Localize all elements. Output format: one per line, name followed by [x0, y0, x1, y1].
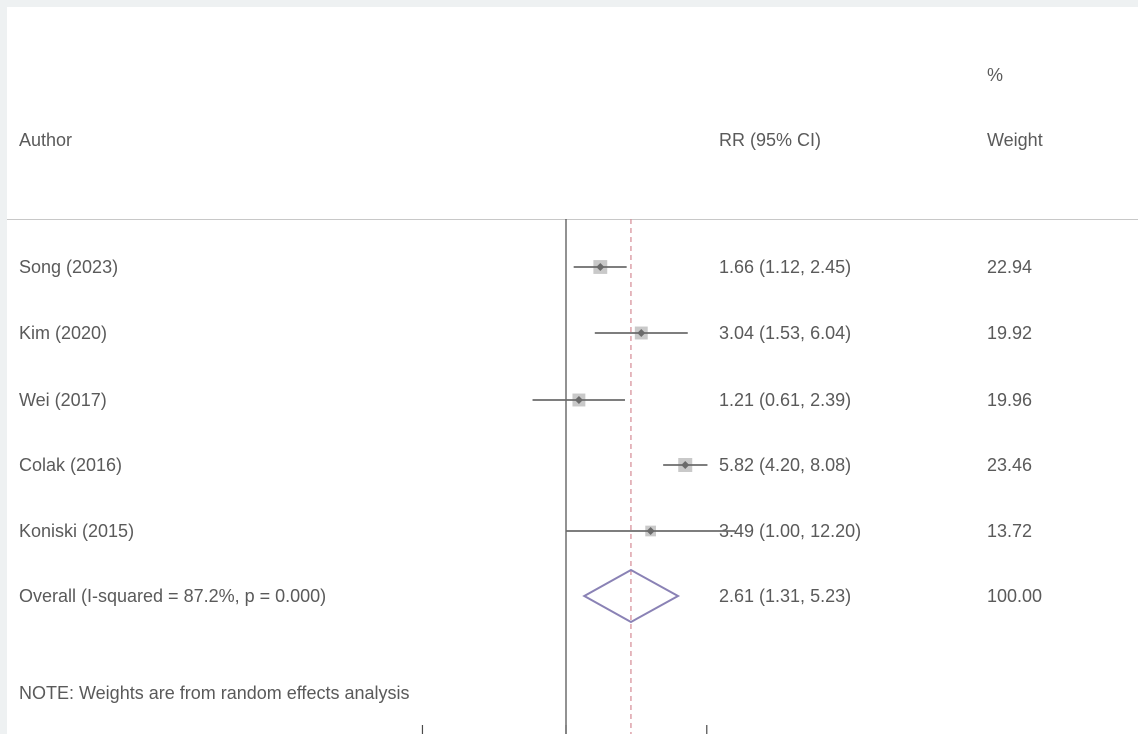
forest-plot-graphic: [421, 219, 736, 734]
forest-plot: Author RR (95% CI) % Weight Song (2023) 1…: [7, 7, 1138, 734]
study-weight: 22.94: [987, 257, 1033, 277]
study-rr-ci: 3.04 (1.53, 6.04): [719, 323, 852, 343]
study-rr-ci: 1.21 (0.61, 2.39): [719, 390, 852, 410]
study-author: Kim (2020): [19, 323, 108, 343]
study-weight: 13.72: [987, 521, 1033, 541]
point-estimate: [574, 396, 583, 404]
overall-diamond: [582, 568, 681, 624]
study-author: Song (2023): [19, 257, 119, 277]
overall-label: Overall (I-squared = 87.2%, p = 0.000): [19, 586, 327, 606]
study-rr-ci: 3.49 (1.00, 12.20): [719, 521, 862, 541]
random-effects-note: NOTE: Weights are from random effects an…: [19, 683, 410, 703]
header-divider: [7, 219, 1138, 220]
rr-ci-header: RR (95% CI): [719, 130, 822, 150]
study-rr-ci: 5.82 (4.20, 8.08): [719, 455, 852, 475]
study-author: Koniski (2015): [19, 521, 135, 541]
point-estimate: [681, 461, 690, 469]
overall-weight: 100.00: [987, 586, 1043, 606]
study-weight: 19.96: [987, 390, 1033, 410]
point-estimate: [596, 263, 605, 271]
study-author: Wei (2017): [19, 390, 107, 410]
study-author: Colak (2016): [19, 455, 123, 475]
weight-header: Weight: [987, 130, 1043, 150]
author-header: Author: [19, 130, 73, 150]
weight-header-percent: %: [987, 65, 1004, 85]
overall-rr-ci: 2.61 (1.31, 5.23): [719, 586, 852, 606]
point-estimate: [637, 329, 646, 337]
study-rr-ci: 1.66 (1.12, 2.45): [719, 257, 852, 277]
study-weight: 23.46: [987, 455, 1033, 475]
study-weight: 19.92: [987, 323, 1033, 343]
point-estimate: [646, 527, 655, 535]
